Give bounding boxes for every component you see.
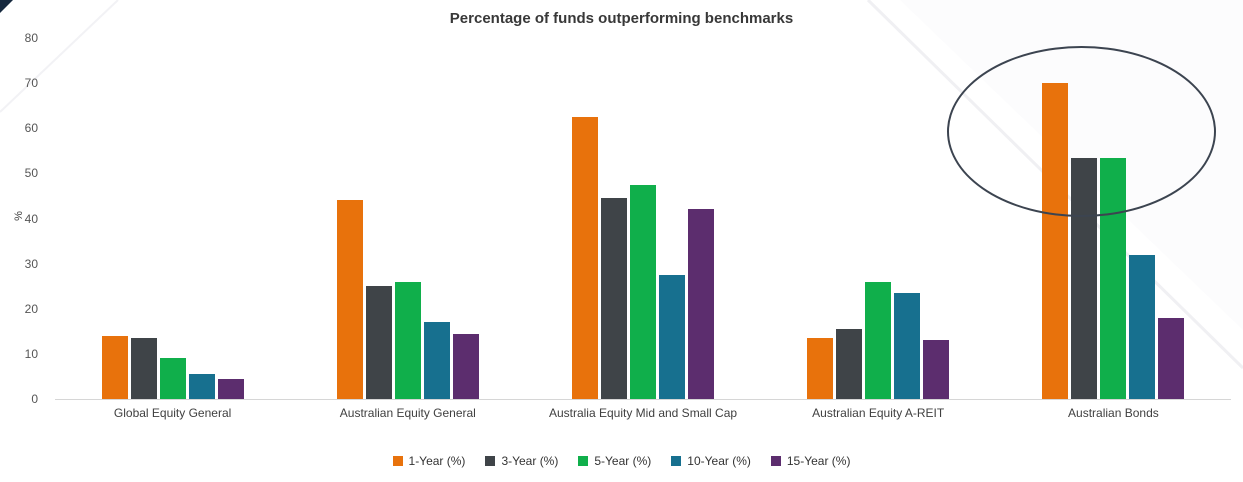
legend-label: 10-Year (%) (687, 454, 751, 468)
y-axis-tick-label: 60 (24, 121, 38, 136)
legend-item-3-year: 3-Year (%) (485, 454, 558, 468)
bar-15-year-australian-equity-a-reit (923, 340, 950, 399)
x-axis-category-label: Australian Equity A-REIT (812, 406, 945, 420)
bar-1-year-australia-equity-mid-and-small-cap (572, 116, 598, 399)
bar-1-year-australian-equity-general (336, 200, 363, 399)
bar-5-year-australia-equity-mid-and-small-cap (630, 184, 656, 399)
bar-15-year-global-equity-general (217, 378, 244, 399)
x-axis-category-label: Global Equity General (113, 406, 232, 420)
legend-item-15-year: 15-Year (%) (770, 454, 851, 468)
legend-label: 1-Year (%) (408, 454, 466, 468)
bar-1-year-global-equity-general (101, 335, 128, 399)
bar-10-year-global-equity-general (188, 374, 215, 399)
y-axis-tick-label: 10 (24, 346, 38, 361)
bar-3-year-australian-bonds (1071, 157, 1098, 399)
bar-10-year-australian-bonds (1129, 254, 1156, 399)
x-axis-labels: Global Equity General Australian Equity G… (55, 406, 1231, 420)
legend-label: 5-Year (%) (594, 454, 652, 468)
bar-3-year-global-equity-general (130, 338, 157, 399)
y-axis-tick-label: 20 (24, 301, 38, 316)
y-axis-tick-label: 30 (24, 256, 38, 271)
y-axis-tick-label: 0 (31, 392, 38, 406)
bar-5-year-australian-bonds (1100, 157, 1127, 399)
bar-group-australian-bonds (996, 38, 1231, 399)
bar-3-year-australian-equity-general (365, 286, 392, 399)
legend-swatch (392, 456, 403, 466)
legend-label: 3-Year (%) (501, 454, 559, 468)
legend-label: 15-Year (%) (786, 454, 851, 468)
plot-area (55, 38, 1231, 400)
legend-swatch (578, 456, 589, 466)
bar-15-year-australia-equity-mid-and-small-cap (688, 209, 714, 399)
bar-15-year-australian-equity-general (452, 333, 479, 399)
bar-group-australian-equity-general (290, 38, 525, 399)
bar-10-year-australia-equity-mid-and-small-cap (659, 274, 685, 399)
bar-5-year-global-equity-general (159, 358, 186, 399)
x-axis-category-label: Australian Bonds (1068, 406, 1159, 420)
corner-triangle-decoration (0, 0, 13, 13)
bar-3-year-australian-equity-a-reit (836, 329, 863, 399)
y-axis-tick-label: 70 (24, 76, 38, 91)
bar-10-year-australian-equity-general (423, 322, 450, 399)
legend: 1-Year (%) 3-Year (%) 5-Year (%) 10-Year (%… (0, 454, 1243, 468)
bar-group-australia-equity-mid-and-small-cap (525, 38, 760, 399)
bar-group-australian-equity-a-reit (761, 38, 996, 399)
y-axis: 0 10 20 30 40 50 60 70 80 (0, 31, 48, 406)
bar-10-year-australian-equity-a-reit (894, 292, 921, 399)
bar-1-year-australian-equity-a-reit (807, 338, 834, 399)
bar-1-year-australian-bonds (1042, 83, 1069, 399)
chart-title: Percentage of funds outperforming benchm… (449, 10, 794, 27)
y-axis-tick-label: 50 (24, 166, 38, 181)
y-axis-tick-label: 40 (24, 211, 38, 226)
legend-item-1-year: 1-Year (%) (392, 454, 466, 468)
legend-swatch (485, 456, 496, 466)
legend-swatch (671, 456, 682, 466)
legend-item-10-year: 10-Year (%) (671, 454, 751, 468)
bar-15-year-australian-bonds (1158, 317, 1185, 399)
bar-3-year-australia-equity-mid-and-small-cap (601, 198, 627, 399)
x-axis-category-label: Australia Equity Mid and Small Cap (548, 406, 738, 420)
y-axis-tick-label: 80 (24, 31, 38, 45)
bar-5-year-australian-equity-general (394, 281, 421, 399)
bar-5-year-australian-equity-a-reit (865, 281, 892, 399)
legend-item-5-year: 5-Year (%) (578, 454, 651, 468)
x-axis-category-label: Australian Equity General (339, 406, 476, 420)
bar-group-global-equity-general (55, 38, 290, 399)
legend-swatch (770, 456, 781, 466)
